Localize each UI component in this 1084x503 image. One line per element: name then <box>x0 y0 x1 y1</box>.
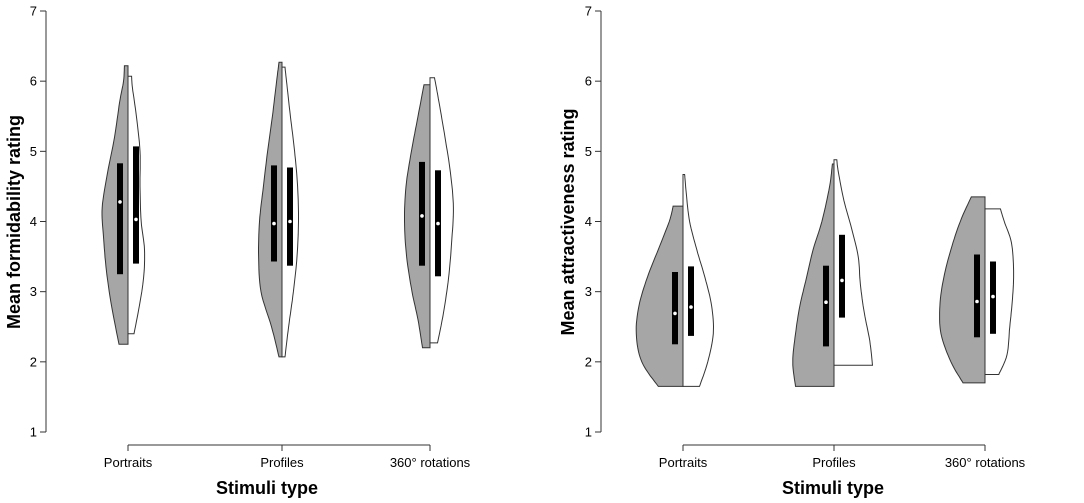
median-point-right <box>288 219 292 224</box>
violin-left-half <box>101 65 129 345</box>
y-axis-title-formidability: Mean formidability rating <box>4 115 24 329</box>
violin-left-half <box>939 196 986 384</box>
violin-right-half <box>429 77 454 344</box>
median-point-left <box>824 300 828 305</box>
median-point-right <box>689 305 693 309</box>
violin-right-half <box>984 208 1015 375</box>
y-tick-label: 1 <box>30 425 37 440</box>
iqr-box-left <box>271 165 277 262</box>
violin-left-half <box>258 61 283 358</box>
iqr-box-right <box>133 146 139 264</box>
y-tick-label: 6 <box>30 74 37 89</box>
y-tick-label: 3 <box>30 284 37 299</box>
median-point-left <box>420 214 424 218</box>
y-tick-label: 5 <box>585 144 592 159</box>
x-tick-label: Profiles <box>260 455 304 470</box>
y-tick-label: 4 <box>30 214 37 229</box>
iqr-box-left <box>974 254 980 338</box>
iqr-box-right <box>688 266 694 336</box>
y-axis-title-attractiveness: Mean attractiveness rating <box>558 108 578 335</box>
median-point-right <box>991 294 995 299</box>
y-tick-label: 2 <box>30 354 37 369</box>
iqr-box-left <box>419 161 425 266</box>
iqr-box-left <box>117 163 123 275</box>
median-point-right <box>134 217 138 222</box>
median-point-left <box>673 311 677 316</box>
x-tick-label: 360° rotations <box>390 455 471 470</box>
median-point-left <box>118 200 122 204</box>
x-tick-label: Portraits <box>659 455 708 470</box>
violin-left-half <box>404 84 431 349</box>
violin-right-half <box>682 174 715 387</box>
x-tick-label: Profiles <box>812 455 856 470</box>
iqr-box-right <box>839 234 845 318</box>
median-point-right <box>436 221 440 226</box>
y-tick-label: 4 <box>585 214 592 229</box>
iqr-box-right <box>287 167 293 266</box>
median-point-left <box>975 299 979 304</box>
x-tick-label: 360° rotations <box>945 455 1026 470</box>
y-tick-label: 2 <box>585 354 592 369</box>
y-tick-label: 7 <box>585 4 592 19</box>
y-tick-label: 3 <box>585 284 592 299</box>
y-tick-label: 6 <box>585 74 592 89</box>
median-point-left <box>272 221 276 226</box>
panel-formidability: Mean formidability rating Stimuli type 1… <box>4 4 471 499</box>
x-tick-label: Portraits <box>104 455 153 470</box>
violin-left-half <box>635 205 684 387</box>
x-axis-title-attractiveness: Stimuli type <box>782 478 884 498</box>
panel-attractiveness: Mean attractiveness rating Stimuli type … <box>558 4 1026 499</box>
y-tick-label: 5 <box>30 144 37 159</box>
y-tick-label: 1 <box>585 425 592 440</box>
y-tick-label: 7 <box>30 4 37 19</box>
x-axis-title-formidability: Stimuli type <box>216 478 318 498</box>
iqr-box-left <box>672 272 678 345</box>
iqr-box-left <box>823 265 829 347</box>
median-point-right <box>840 278 844 283</box>
